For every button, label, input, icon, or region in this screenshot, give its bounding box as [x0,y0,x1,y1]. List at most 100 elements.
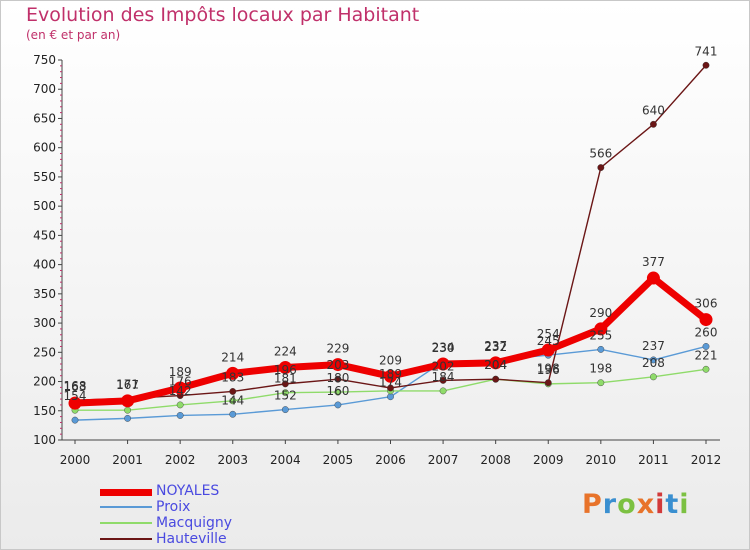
data-label-macquigny: 184 [432,370,455,384]
x-tick-label: 2007 [428,453,459,467]
data-point-hauteville [334,375,342,383]
legend-label-noyales: NOYALES [156,483,220,499]
data-label-noyales: 224 [274,345,297,359]
data-label-hauteville: 171 [116,377,139,391]
data-label-proix: 255 [589,328,612,342]
data-point-macquigny [281,389,289,397]
data-point-macquigny [650,373,657,381]
data-label-hauteville: 189 [379,367,402,381]
data-point-hauteville [439,376,447,384]
data-label-noyales: 229 [326,342,349,356]
data-point-noyales [384,369,397,383]
data-label-macquigny: 180 [326,371,349,385]
x-tick-label: 2001 [112,453,143,467]
data-label-noyales: 306 [695,297,718,311]
data-point-hauteville [387,384,394,392]
x-tick-label: 2000 [60,453,91,467]
data-point-noyales [121,394,135,408]
series-layer [68,61,713,424]
data-label-noyales: 167 [116,378,139,392]
y-tick-label: 450 [33,228,56,242]
data-point-macquigny [229,397,237,405]
data-label-proix: 234 [432,341,455,355]
data-point-noyales [173,381,187,395]
y-tick-label: 300 [33,316,56,330]
data-label-noyales: 214 [221,350,244,364]
data-point-hauteville [597,164,605,171]
y-tick-label: 250 [33,345,56,359]
data-label-hauteville: 203 [326,358,349,372]
data-label-hauteville: 204 [484,358,507,372]
y-tick-label: 350 [33,287,56,301]
y-tick-label: 550 [33,170,56,184]
legend-label-macquigny: Macquigny [156,515,233,531]
data-label-macquigny: 221 [695,348,718,362]
data-label-proix: 260 [695,325,718,339]
data-label-hauteville: 566 [589,147,612,161]
legend-swatch-noyales [100,489,152,496]
logo-letter: o [617,489,637,520]
data-point-hauteville [281,380,289,388]
y-tick-label: 700 [33,82,56,96]
data-point-hauteville [229,388,237,395]
data-label-proix: 160 [326,384,349,398]
logo-letter: i [655,489,666,520]
data-label-hauteville: 640 [642,103,665,117]
data-point-macquigny [702,365,710,373]
data-point-hauteville [544,379,552,387]
data-point-noyales [699,313,713,327]
data-point-noyales [489,356,503,370]
data-point-proix [229,410,237,418]
logo-letter: t [665,489,680,520]
data-point-hauteville [702,61,710,69]
data-label-noyales: 189 [169,365,192,379]
data-label-macquigny: 208 [642,356,665,370]
x-tick-label: 2012 [691,453,722,467]
data-point-macquigny [334,388,342,396]
data-label-proix: 237 [642,339,665,353]
x-tick-label: 2010 [586,453,617,467]
data-label-macquigny: 198 [589,362,612,376]
data-label-hauteville: 168 [64,379,87,393]
data-point-hauteville [650,120,657,128]
legend-swatch-hauteville [100,538,152,540]
data-label-proix: 174 [379,376,402,390]
legend-label-proix: Proix [156,499,191,515]
data-label-hauteville: 202 [432,359,455,373]
data-label-macquigny: 142 [169,384,192,398]
data-point-proix [597,345,605,353]
x-tick-label: 2003 [217,453,248,467]
x-tick-label: 2006 [375,453,406,467]
legend-label-hauteville: Hauteville [156,531,227,547]
data-label-macquigny: 181 [274,372,297,386]
data-point-noyales [436,357,450,371]
data-label-hauteville: 176 [169,375,192,389]
data-label-noyales: 254 [537,327,560,341]
data-label-macquigny: 204 [484,358,507,372]
data-point-hauteville [492,375,500,383]
data-point-proix [176,412,184,419]
data-label-noyales: 230 [432,341,455,355]
data-label-hauteville: 198 [537,362,560,376]
data-label-noyales: 163 [64,380,87,394]
x-tick-label: 2004 [270,453,301,467]
data-point-proix [334,401,342,409]
data-point-noyales [594,322,608,336]
data-point-noyales [68,396,82,410]
x-tick-label: 2011 [638,453,669,467]
data-label-macquigny: 154 [64,389,87,403]
data-label-proix: 237 [484,339,507,353]
logo-letter: i [679,489,690,520]
data-label-noyales: 209 [379,353,402,367]
data-label-noyales: 232 [484,340,507,354]
x-tick-label: 2009 [533,453,564,467]
legend-swatch-proix [100,506,152,508]
series-line-hauteville [74,64,707,401]
data-label-hauteville: 183 [221,370,244,384]
data-label-macquigny: 196 [537,363,560,377]
y-tick-label: 400 [33,258,56,272]
y-tick-label: 750 [33,53,56,67]
data-label-proix: 152 [274,389,297,403]
